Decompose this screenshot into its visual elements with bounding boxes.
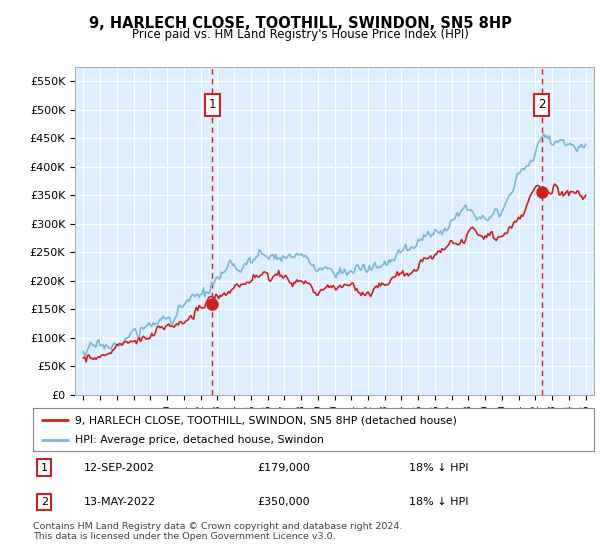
Text: 9, HARLECH CLOSE, TOOTHILL, SWINDON, SN5 8HP: 9, HARLECH CLOSE, TOOTHILL, SWINDON, SN5… [89,16,511,31]
Text: 18% ↓ HPI: 18% ↓ HPI [409,463,469,473]
Text: 1: 1 [209,99,216,111]
Text: HPI: Average price, detached house, Swindon: HPI: Average price, detached house, Swin… [75,435,324,445]
Text: £179,000: £179,000 [257,463,310,473]
Text: 12-SEP-2002: 12-SEP-2002 [83,463,154,473]
Text: 1: 1 [41,463,48,473]
Text: 2: 2 [41,497,48,507]
Text: £350,000: £350,000 [257,497,310,507]
Text: 9, HARLECH CLOSE, TOOTHILL, SWINDON, SN5 8HP (detached house): 9, HARLECH CLOSE, TOOTHILL, SWINDON, SN5… [75,415,457,425]
Text: Price paid vs. HM Land Registry's House Price Index (HPI): Price paid vs. HM Land Registry's House … [131,28,469,41]
Text: Contains HM Land Registry data © Crown copyright and database right 2024.
This d: Contains HM Land Registry data © Crown c… [33,522,403,542]
Text: 18% ↓ HPI: 18% ↓ HPI [409,497,469,507]
Text: 13-MAY-2022: 13-MAY-2022 [83,497,155,507]
Text: 2: 2 [538,99,545,111]
